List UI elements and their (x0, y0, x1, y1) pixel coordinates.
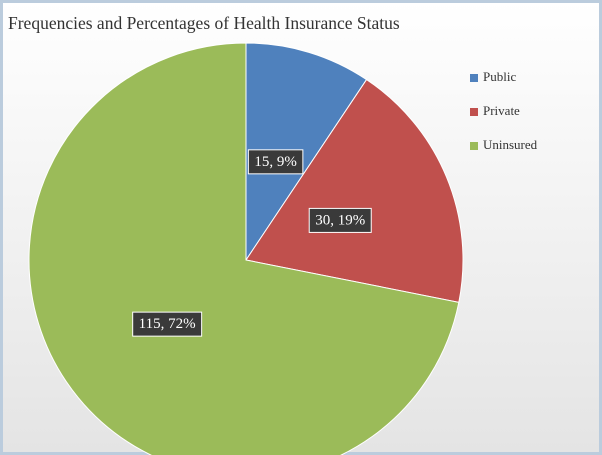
pie-slice (245, 78, 464, 303)
pie-slice (28, 42, 460, 455)
legend-label: Uninsured (483, 137, 538, 152)
legend-swatch (470, 74, 478, 82)
pie-slice (245, 42, 368, 262)
legend-swatch (470, 108, 478, 116)
data-label: 30, 19% (308, 207, 372, 233)
data-label: 15, 9% (247, 149, 304, 175)
data-label-text: 115, 72% (139, 316, 196, 332)
data-label-box (308, 207, 372, 233)
data-label-box (247, 149, 304, 175)
data-label-text: 30, 19% (315, 212, 365, 228)
legend-label: Public (483, 69, 516, 84)
data-label-text: 15, 9% (254, 154, 297, 170)
data-label-box (132, 311, 203, 337)
legend-swatch (470, 142, 478, 150)
chart-title: Frequencies and Percentages of Health In… (8, 13, 400, 33)
data-label: 115, 72% (132, 311, 203, 337)
legend-label: Private (483, 103, 520, 118)
